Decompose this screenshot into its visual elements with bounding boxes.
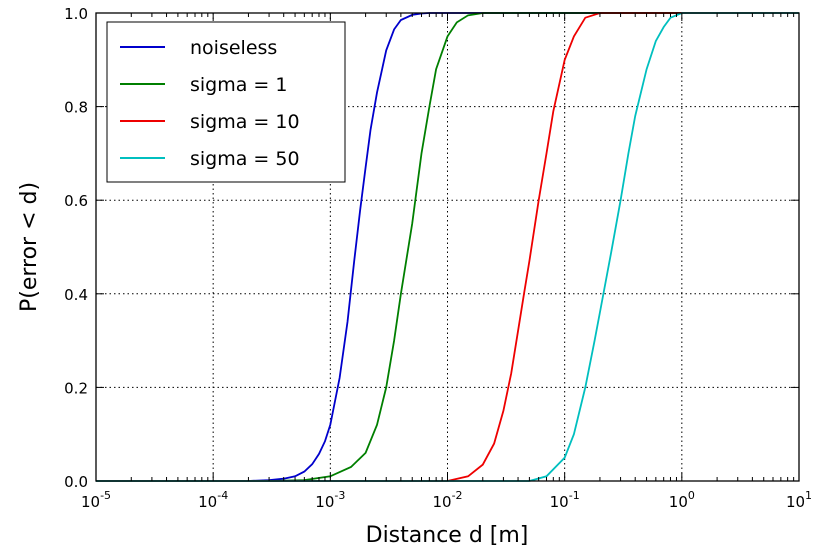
- x-tick-label: 10-1: [550, 489, 580, 511]
- legend-label: noiseless: [190, 37, 277, 59]
- x-tick-base: 10: [550, 493, 569, 511]
- x-tick-base: 10: [669, 493, 688, 511]
- x-tick-base: 10: [786, 493, 805, 511]
- x-tick-label: 101: [786, 489, 812, 511]
- y-tick-label: 0.0: [64, 473, 88, 491]
- x-axis-label: Distance d [m]: [366, 523, 529, 548]
- legend: noiseless sigma = 1 sigma = 10 sigma = 50: [106, 21, 346, 183]
- y-tick-label: 0.4: [64, 286, 88, 304]
- x-tick-exponent: -2: [452, 489, 463, 502]
- x-axis-label-text: Distance d [m]: [366, 523, 529, 548]
- x-tick-base: 10: [315, 493, 334, 511]
- grid: [96, 13, 799, 481]
- x-tick-exponent: 1: [805, 489, 812, 502]
- x-tick-exponent: -5: [100, 489, 111, 502]
- x-tick-base: 10: [198, 493, 217, 511]
- x-tick-label: 10-5: [81, 489, 111, 511]
- x-tick-base: 10: [432, 493, 451, 511]
- legend-label: sigma = 50: [190, 148, 300, 170]
- series-line-1: [96, 12, 799, 482]
- y-tick-label: 0.2: [64, 379, 88, 397]
- x-tick-exponent: -4: [217, 489, 228, 502]
- y-tick-label: 0.6: [64, 192, 88, 210]
- x-tick-exponent: -3: [334, 489, 345, 502]
- legend-label: sigma = 10: [190, 111, 300, 133]
- x-tick-label: 10-3: [315, 489, 345, 511]
- x-tick-exponent: -1: [569, 489, 580, 502]
- x-tick-label: 100: [669, 489, 695, 511]
- axis-ticks: [95, 12, 800, 482]
- series-line-4: [96, 12, 799, 482]
- legend-label: sigma = 1: [190, 74, 287, 96]
- y-tick-label: 1.0: [64, 5, 88, 23]
- legend-box: [106, 21, 346, 183]
- y-tick-label: 0.8: [64, 99, 88, 117]
- x-tick-exponent: 0: [688, 489, 695, 502]
- series-line-3: [96, 12, 799, 482]
- tick-labels: 10-5 10-4 10-3 10-2 10-1 100 1010.00.20.40.60.…: [64, 5, 812, 511]
- x-tick-base: 10: [81, 493, 100, 511]
- x-tick-label: 10-4: [198, 489, 228, 511]
- x-tick-label: 10-2: [432, 489, 462, 511]
- y-axis-label: P(error < d): [17, 182, 42, 312]
- y-axis-label-text: P(error < d): [17, 182, 42, 312]
